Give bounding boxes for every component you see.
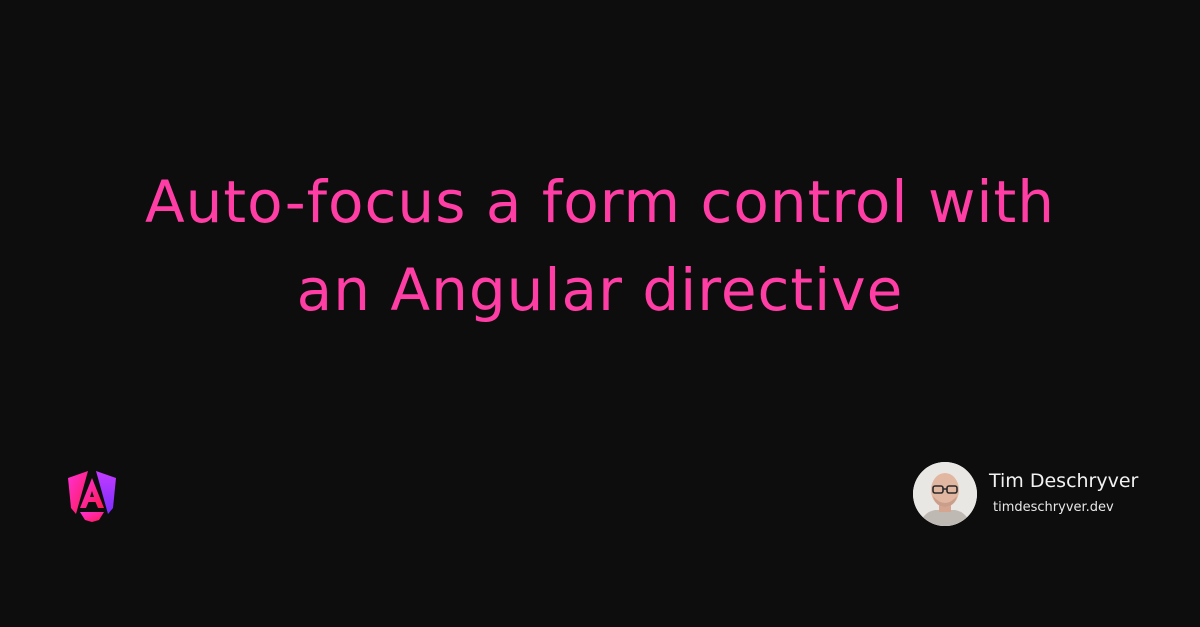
page-title: Auto-focus a form control with an Angula…: [0, 158, 1200, 334]
avatar: [913, 462, 977, 526]
angular-logo-icon: [66, 468, 118, 522]
author-site-link[interactable]: timdeschryver.dev: [993, 500, 1114, 515]
title-line-2: an Angular directive: [296, 256, 904, 324]
author-name: Tim Deschryver: [989, 470, 1139, 492]
title-line-1: Auto-focus a form control with: [144, 168, 1056, 236]
